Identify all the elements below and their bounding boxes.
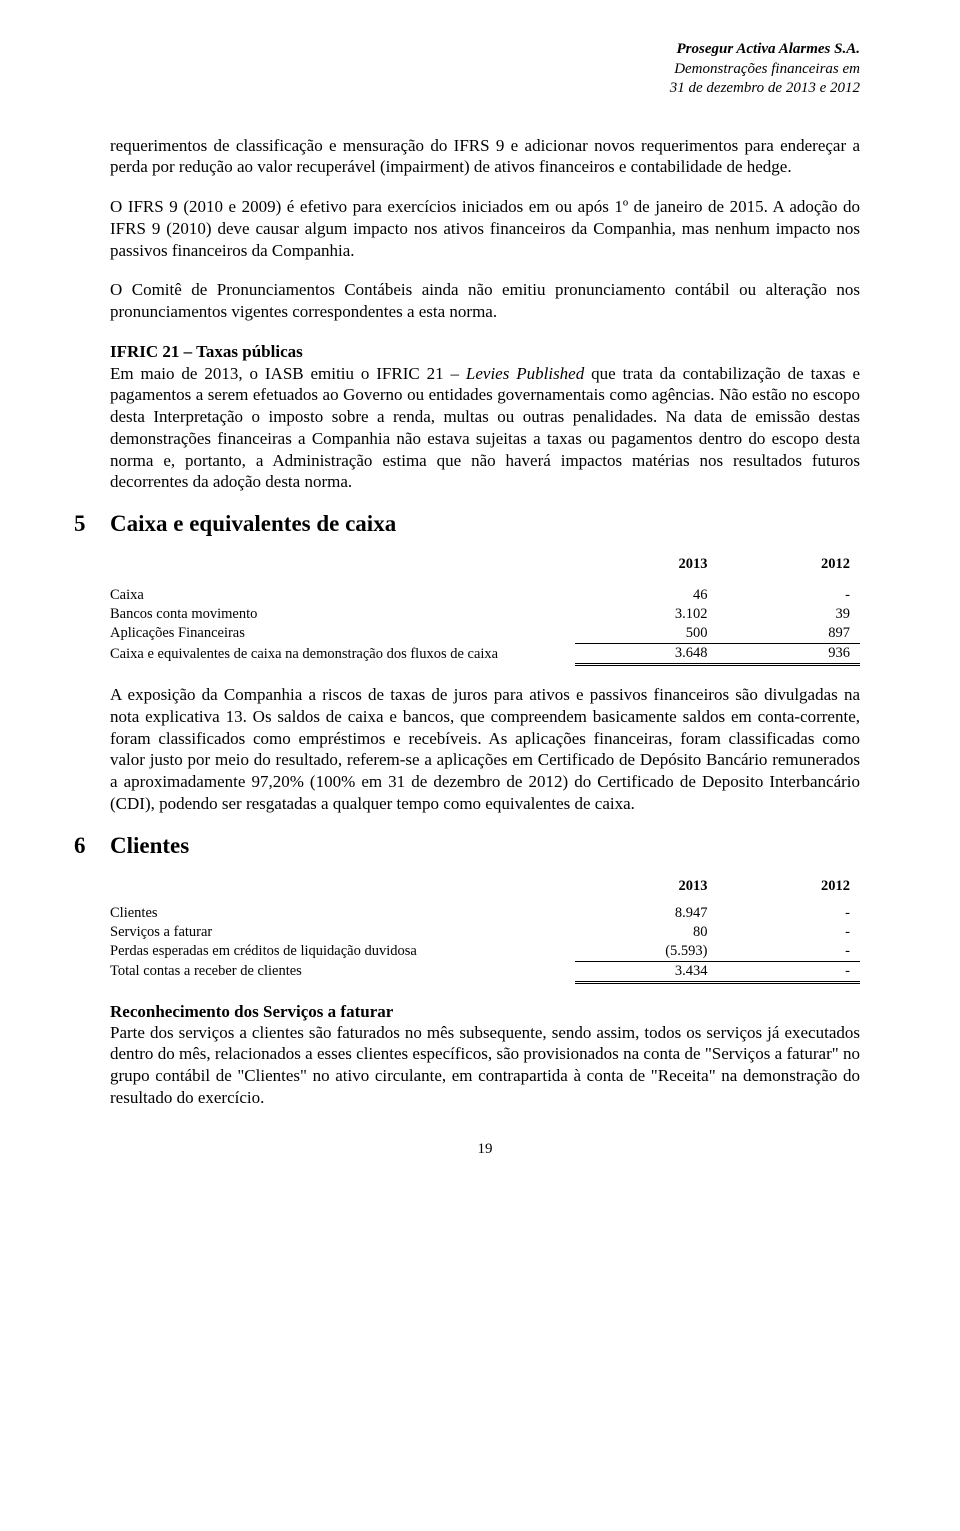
cell-value: - [718,923,861,942]
cell-label: Serviços a faturar [110,923,575,942]
table-row-total: Total contas a receber de clientes 3.434… [110,961,860,982]
section-5-number: 5 [74,511,110,537]
page-number: 19 [110,1141,860,1158]
cell-value: 3.648 [575,644,718,665]
cell-value: 3.102 [575,605,718,624]
cell-value: 8.947 [575,904,718,923]
table-row: Aplicações Financeiras 500 897 [110,624,860,644]
cell-value: 500 [575,624,718,644]
ifric-italic: Levies Published [466,364,584,383]
page-container: Prosegur Activa Alarmes S.A. Demonstraçõ… [0,0,960,1531]
table-header-2012: 2012 [718,877,861,896]
cell-label: Bancos conta movimento [110,605,575,624]
cell-value: 936 [718,644,861,665]
cell-label: Perdas esperadas em créditos de liquidaç… [110,942,575,962]
cell-value: 39 [718,605,861,624]
cell-label: Aplicações Financeiras [110,624,575,644]
page-header: Prosegur Activa Alarmes S.A. Demonstraçõ… [110,40,860,99]
section-6-subparagraph: Parte dos serviços a clientes são fatura… [110,1022,860,1109]
cell-value: - [718,942,861,962]
paragraph-3: O Comitê de Pronunciamentos Contábeis ai… [110,279,860,323]
table-header-2013: 2013 [575,877,718,896]
cell-label: Caixa [110,586,575,605]
cell-value: (5.593) [575,942,718,962]
table-header-blank [110,555,575,574]
paragraph-2: O IFRS 9 (2010 e 2009) é efetivo para ex… [110,196,860,261]
paragraph-1: requerimentos de classificação e mensura… [110,135,860,179]
table-row [110,574,860,586]
header-company: Prosegur Activa Alarmes S.A. [110,40,860,60]
ifric-title: IFRIC 21 – Taxas públicas [110,342,303,361]
section-5-paragraph: A exposição da Companhia a riscos de tax… [110,684,860,815]
table-row: Caixa 46 - [110,586,860,605]
section-5-title: Caixa e equivalentes de caixa [110,511,396,536]
table-row-total: Caixa e equivalentes de caixa na demonst… [110,644,860,665]
table-row: 2013 2012 [110,555,860,574]
cell-label: Clientes [110,904,575,923]
section-6-subheading: Reconhecimento dos Serviços a faturar [110,1002,860,1022]
table-clientes: 2013 2012 Clientes 8.947 - Serviços a fa… [110,877,860,984]
section-6-title: Clientes [110,833,189,858]
header-line3: 31 de dezembro de 2013 e 2012 [110,79,860,99]
cell-label: Total contas a receber de clientes [110,961,575,982]
section-6-heading: 6Clientes [74,833,860,859]
table-row: Clientes 8.947 - [110,904,860,923]
table-header-2012: 2012 [718,555,861,574]
section-5-heading: 5Caixa e equivalentes de caixa [74,511,860,537]
cell-label: Caixa e equivalentes de caixa na demonst… [110,644,575,665]
table-header-2013: 2013 [575,555,718,574]
cell-value: 897 [718,624,861,644]
table-row: Serviços a faturar 80 - [110,923,860,942]
ifric-text-a: Em maio de 2013, o IASB emitiu o IFRIC 2… [110,364,466,383]
cell-value: - [718,586,861,605]
table-row: Bancos conta movimento 3.102 39 [110,605,860,624]
cell-value: 80 [575,923,718,942]
ifric-paragraph: IFRIC 21 – Taxas públicas Em maio de 201… [110,341,860,493]
cell-value: 3.434 [575,961,718,982]
section-6-number: 6 [74,833,110,859]
cell-value: - [718,904,861,923]
table-row: Perdas esperadas em créditos de liquidaç… [110,942,860,962]
cell-value: 46 [575,586,718,605]
table-caixa: 2013 2012 Caixa 46 - Bancos conta movime… [110,555,860,666]
header-line2: Demonstrações financeiras em [110,60,860,80]
table-row: 2013 2012 [110,877,860,896]
cell-value: - [718,961,861,982]
table-row [110,896,860,904]
table-header-blank [110,877,575,896]
